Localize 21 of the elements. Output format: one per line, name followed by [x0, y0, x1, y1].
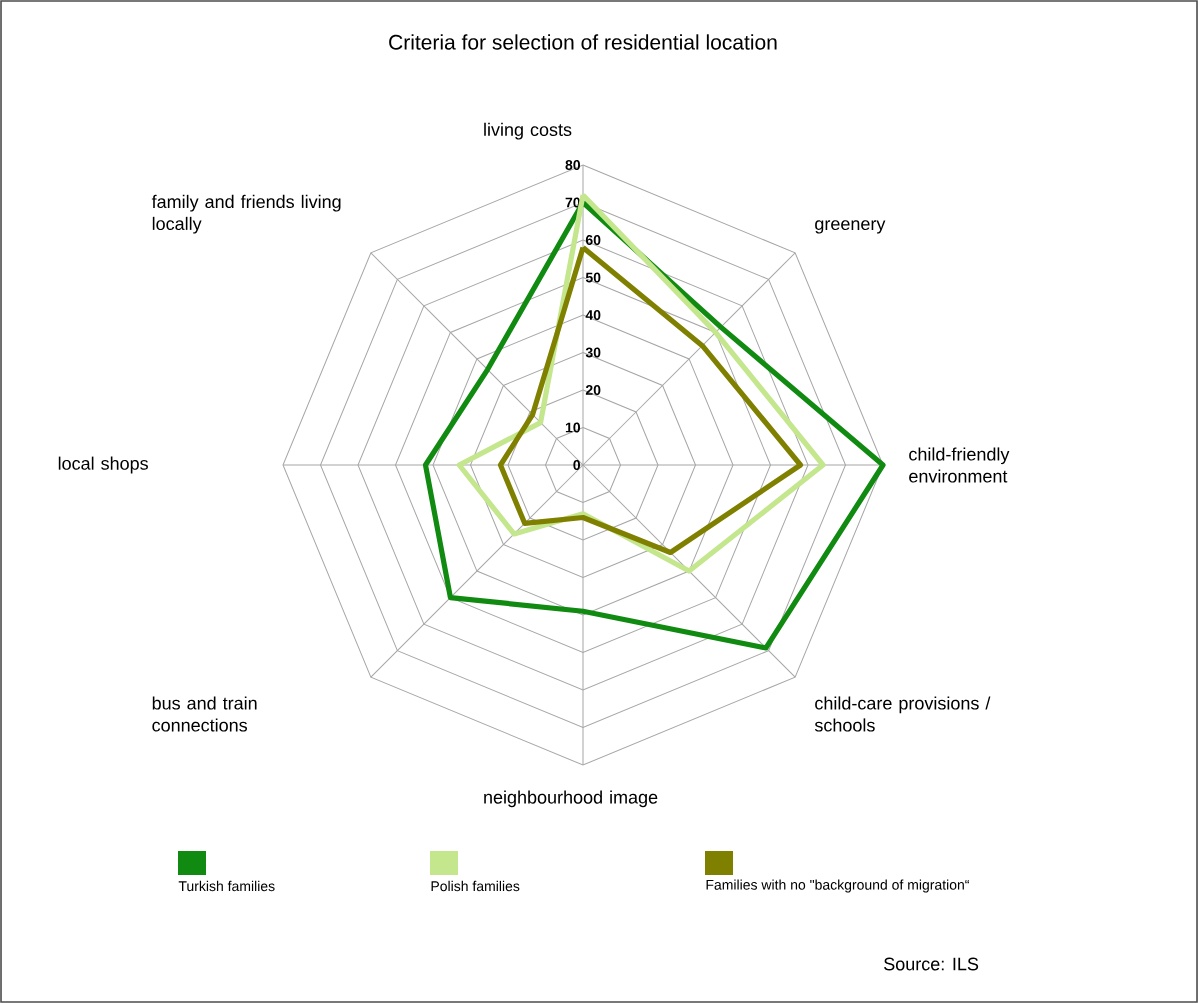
source-note: Source: ILS: [884, 957, 979, 971]
spoke-label: living costs: [484, 122, 572, 140]
y-tick-label: 20: [585, 385, 601, 395]
spoke-label: local shops: [58, 456, 148, 474]
spoke-label: bus and train connections: [152, 696, 257, 732]
chart-title: Criteria for selection of residential location: [389, 34, 777, 50]
y-tick-label: 80: [565, 160, 581, 170]
legend-label: Turkish families: [178, 880, 275, 892]
spoke-label: greenery: [815, 220, 886, 234]
y-tick-label: 50: [585, 272, 601, 283]
spoke-label: family and friends living locally: [151, 194, 341, 234]
spoke-label: child-care provisions / schools: [814, 696, 991, 732]
spoke-label: neighbourhood image: [484, 790, 658, 808]
spoke-label: child-friendly environment: [909, 447, 1010, 483]
y-tick-label: 60: [585, 235, 601, 245]
y-tick-label: 30: [585, 347, 601, 358]
y-tick-label: 0: [573, 460, 581, 470]
y-tick-label: 40: [585, 310, 601, 320]
legend-label: Polish families: [431, 880, 520, 892]
legend-label: Families with no "background of migration“: [706, 879, 969, 893]
y-tick-label: 10: [565, 422, 581, 433]
